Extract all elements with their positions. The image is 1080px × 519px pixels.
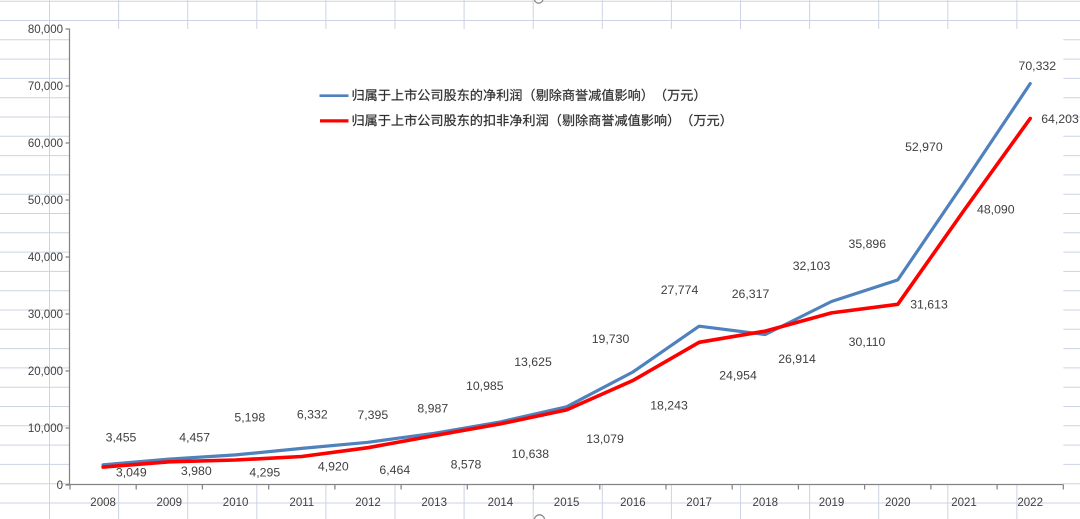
svg-text:40,000: 40,000 [28, 252, 63, 264]
svg-text:2013: 2013 [421, 497, 447, 509]
svg-text:4,295: 4,295 [249, 466, 280, 480]
svg-text:4,920: 4,920 [318, 460, 349, 474]
svg-text:27,774: 27,774 [661, 283, 699, 297]
svg-text:70,000: 70,000 [28, 81, 63, 93]
svg-text:80,000: 80,000 [28, 24, 63, 36]
svg-text:26,317: 26,317 [732, 287, 770, 301]
svg-text:7,395: 7,395 [357, 408, 388, 422]
svg-text:13,625: 13,625 [514, 355, 552, 369]
svg-text:19,730: 19,730 [592, 332, 630, 346]
svg-text:3,980: 3,980 [181, 464, 212, 478]
svg-text:2012: 2012 [355, 497, 381, 509]
svg-text:35,896: 35,896 [848, 237, 886, 251]
svg-text:8,578: 8,578 [451, 458, 482, 472]
svg-text:4,457: 4,457 [179, 431, 210, 445]
svg-text:10,638: 10,638 [511, 447, 549, 461]
svg-text:18,243: 18,243 [650, 398, 688, 412]
svg-text:24,954: 24,954 [719, 369, 757, 383]
svg-text:2018: 2018 [753, 497, 779, 509]
svg-text:32,103: 32,103 [793, 259, 831, 273]
svg-text:2022: 2022 [1017, 497, 1043, 509]
svg-text:26,914: 26,914 [778, 352, 816, 366]
svg-text:2014: 2014 [488, 497, 514, 509]
svg-text:52,970: 52,970 [905, 140, 943, 154]
svg-text:50,000: 50,000 [28, 195, 63, 207]
svg-text:31,613: 31,613 [910, 298, 948, 312]
svg-text:30,110: 30,110 [849, 335, 886, 349]
svg-text:6,464: 6,464 [379, 463, 410, 477]
svg-text:10,985: 10,985 [466, 379, 504, 393]
svg-text:70,332: 70,332 [1018, 59, 1056, 73]
svg-text:8,987: 8,987 [417, 402, 448, 416]
svg-text:60,000: 60,000 [28, 138, 63, 150]
svg-text:2016: 2016 [620, 497, 646, 509]
svg-text:2010: 2010 [223, 497, 249, 509]
svg-text:10,000: 10,000 [28, 423, 63, 435]
svg-text:2015: 2015 [554, 497, 580, 509]
svg-text:30,000: 30,000 [28, 309, 63, 321]
svg-text:48,090: 48,090 [977, 203, 1015, 217]
svg-text:5,198: 5,198 [234, 410, 265, 424]
svg-text:0: 0 [57, 480, 63, 492]
svg-text:2020: 2020 [885, 497, 911, 509]
svg-text:64,203: 64,203 [1041, 112, 1079, 126]
svg-text:13,079: 13,079 [586, 432, 624, 446]
svg-text:2009: 2009 [157, 497, 183, 509]
svg-text:2021: 2021 [951, 497, 977, 509]
svg-text:2019: 2019 [819, 497, 845, 509]
svg-text:6,332: 6,332 [297, 408, 328, 422]
svg-text:2017: 2017 [686, 497, 712, 509]
svg-text:3,455: 3,455 [106, 431, 137, 445]
svg-text:3,049: 3,049 [116, 466, 147, 480]
svg-text:2008: 2008 [90, 497, 116, 509]
svg-text:20,000: 20,000 [28, 366, 63, 378]
svg-text:2011: 2011 [289, 497, 314, 509]
